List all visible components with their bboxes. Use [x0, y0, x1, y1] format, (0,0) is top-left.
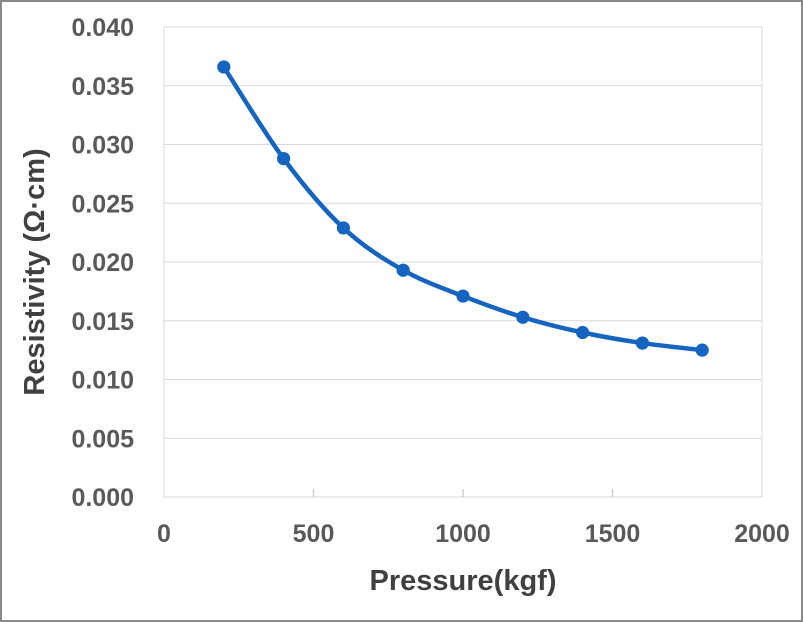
y-axis-title: Resistivity (Ω·cm)	[19, 148, 51, 395]
data-point-marker	[336, 221, 350, 235]
data-point-marker	[695, 343, 709, 357]
x-tick-label: 2000	[734, 520, 790, 548]
y-tick-label: 0.015	[71, 308, 134, 336]
y-tick-label: 0.000	[71, 484, 134, 512]
series-line	[221, 64, 705, 353]
y-tick-label: 0.040	[71, 14, 134, 42]
data-point-marker	[217, 60, 231, 74]
data-point-marker	[277, 152, 291, 166]
x-axis-title: Pressure(kgf)	[370, 565, 557, 597]
y-tick-label: 0.035	[71, 73, 134, 101]
y-tick-label: 0.025	[71, 190, 134, 218]
y-tick-label: 0.010	[71, 367, 134, 395]
y-tick-label: 0.005	[71, 425, 134, 453]
y-tick-label: 0.020	[71, 249, 134, 277]
data-point-marker	[456, 289, 470, 303]
data-point-marker	[635, 336, 650, 350]
y-tick-label: 0.030	[71, 132, 134, 160]
data-series-layer	[217, 60, 709, 357]
x-tick-label: 1000	[435, 520, 491, 548]
x-tick-label: 0	[157, 520, 171, 548]
x-tick-label: 500	[293, 520, 335, 548]
axis-tick-labels-layer: 0.000 0.005 0.010 0.015 0.020 0.025 0.030 0.035…	[71, 14, 789, 548]
data-point-marker	[576, 325, 590, 340]
data-point-marker	[396, 263, 410, 277]
data-point-marker	[516, 310, 530, 324]
axis-tick-marks-layer	[312, 489, 614, 497]
x-tick-label: 1500	[585, 520, 641, 548]
gridlines-layer	[163, 26, 763, 498]
